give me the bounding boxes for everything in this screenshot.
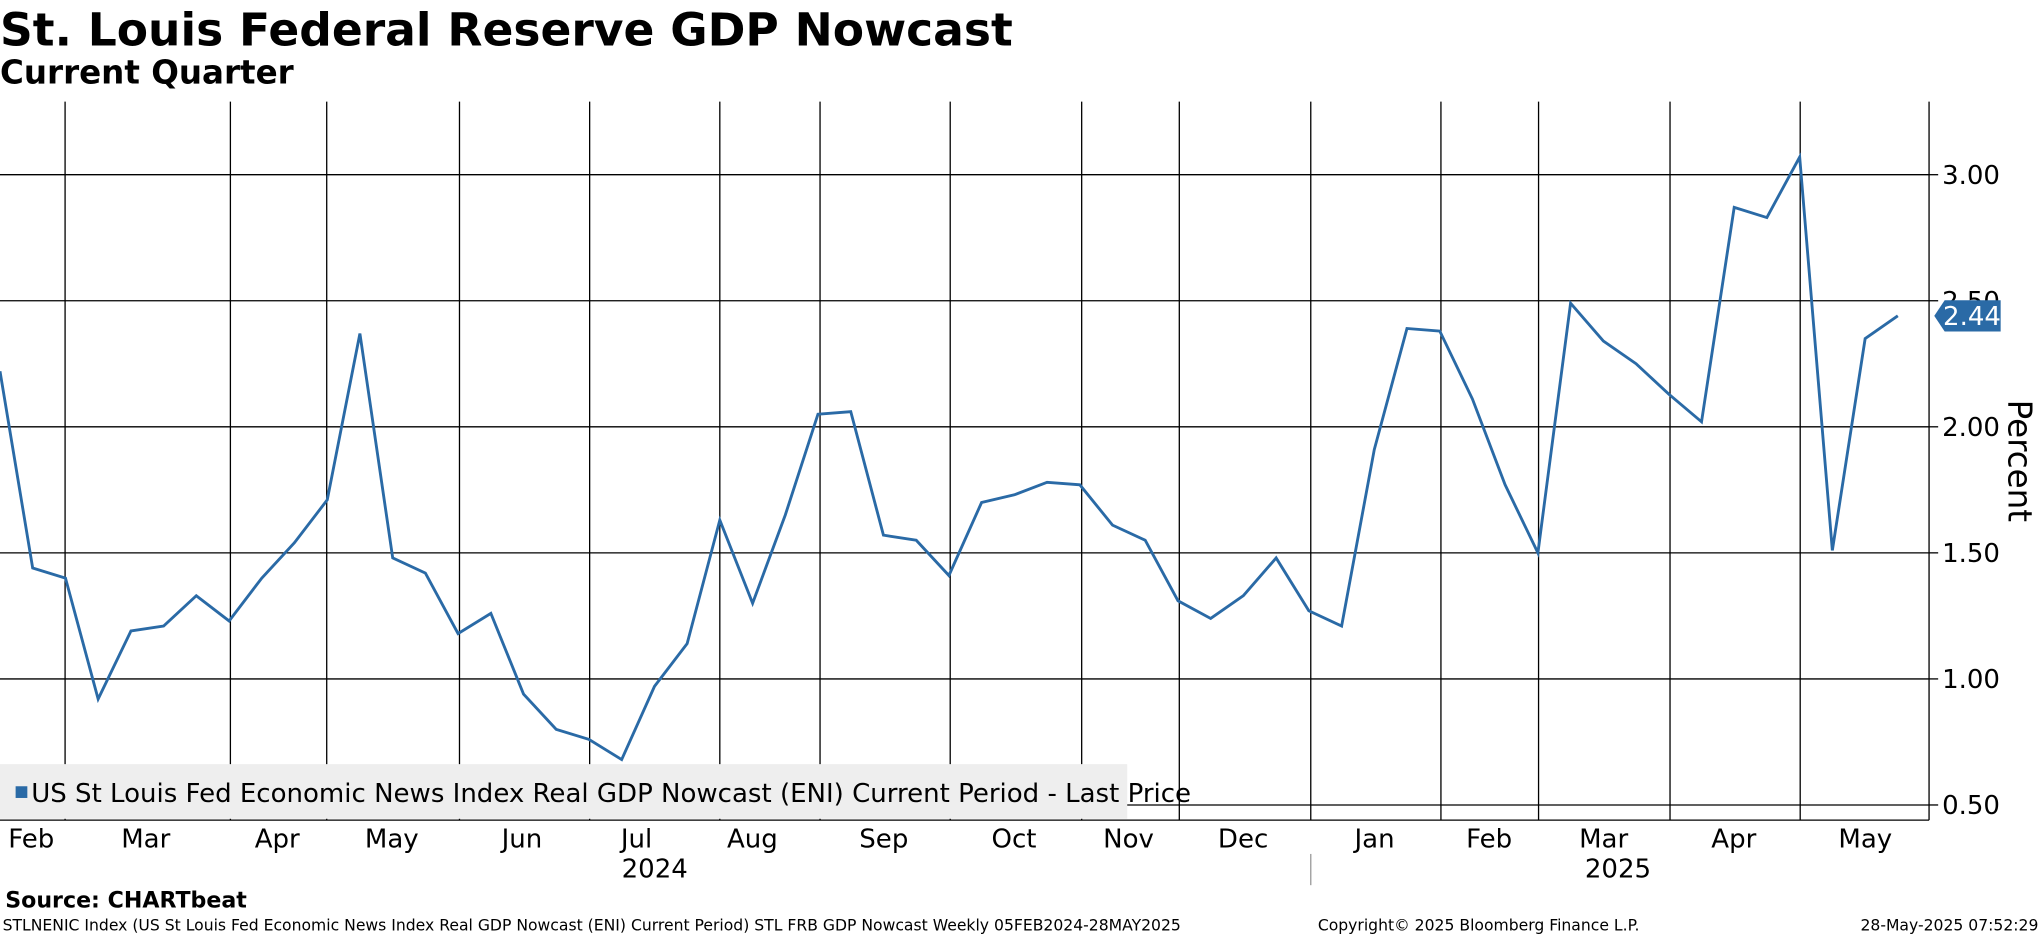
chart-subtitle: Current Quarter <box>0 53 294 91</box>
y-tick-label: 0.50 <box>1942 791 2000 821</box>
x-tick-label: Mar <box>1579 824 1628 854</box>
x-tick-label: Dec <box>1218 824 1268 854</box>
y-tick-label: 1.00 <box>1942 665 2000 695</box>
x-tick-label: Oct <box>991 824 1036 854</box>
y-tick-label: 3.00 <box>1942 161 2000 191</box>
footer-right: 28-May-2025 07:52:29 <box>1860 917 2038 935</box>
x-tick-label: Nov <box>1103 824 1154 854</box>
y-axis-label: Percent <box>2000 400 2038 522</box>
x-tick-label: Aug <box>727 824 778 854</box>
x-tick-label: Apr <box>255 824 300 854</box>
data-line <box>0 152 1899 762</box>
year-label: 2024 <box>622 854 688 884</box>
x-tick-label: May <box>365 824 419 854</box>
year-label: 2025 <box>1585 854 1651 884</box>
x-tick-label: Sep <box>859 824 908 854</box>
x-tick-label: Feb <box>1466 824 1512 854</box>
footer-center: Copyright© 2025 Bloomberg Finance L.P. <box>1318 917 1640 935</box>
legend-swatch <box>15 786 28 798</box>
x-tick-label: Feb <box>8 824 54 854</box>
legend-box <box>0 764 1128 819</box>
y-tick-label: 2.00 <box>1942 413 2000 443</box>
last-value-tag <box>1934 300 2001 332</box>
x-tick-label: Apr <box>1711 824 1756 854</box>
x-tick-label: Jan <box>1352 824 1394 854</box>
chart-title: St. Louis Federal Reserve GDP Nowcast <box>0 4 1013 57</box>
footer-left: STLNENIC Index (US St Louis Fed Economic… <box>3 917 1181 935</box>
y-tick-label: 1.50 <box>1942 539 2000 569</box>
legend-label: US St Louis Fed Economic News Index Real… <box>31 779 1191 809</box>
x-tick-label: Jun <box>500 824 543 854</box>
x-tick-label: May <box>1838 824 1892 854</box>
source: Source: CHARTbeat <box>5 887 247 913</box>
x-tick-label: Jul <box>619 824 652 854</box>
x-tick-label: Mar <box>121 824 170 854</box>
last-value-label: 2.44 <box>1943 302 2001 332</box>
